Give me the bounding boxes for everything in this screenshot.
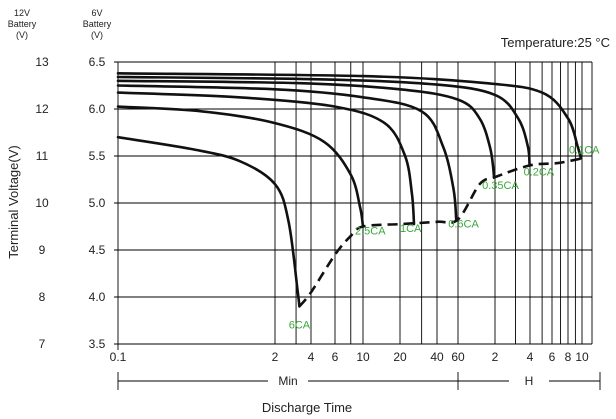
y6-tick-label: 3.5 xyxy=(89,337,106,351)
y-axis-title: Terminal Voltage(V) xyxy=(6,145,21,258)
series-0.1CA-label: 0.1CA xyxy=(569,144,600,156)
right-header-line-1: 6V xyxy=(91,8,102,18)
x-tick-label: 2 xyxy=(272,350,279,364)
series-0.1CA-line xyxy=(116,72,583,160)
x-tick-label: 6 xyxy=(332,350,339,364)
x-tick-label: 2 xyxy=(492,350,499,364)
y6-tick-label: 4.5 xyxy=(89,243,106,257)
x-tick-label: 6 xyxy=(549,350,556,364)
y12-tick-label: 9 xyxy=(39,243,46,257)
left-header-line-3: (V) xyxy=(16,30,28,40)
y12-tick-label: 7 xyxy=(39,337,46,351)
grid xyxy=(114,61,593,350)
series-0.2CA-line xyxy=(116,75,531,167)
series-6CA-label: 6CA xyxy=(289,319,311,331)
left-header-line-2: Battery xyxy=(8,19,37,29)
series-labels: 6CA 2.5CA 1CA 0.6CA 0.35CA 0.2CA 0.1CA xyxy=(289,144,600,331)
x-tick-label: 4 xyxy=(527,350,534,364)
unit-label: Min xyxy=(278,374,297,388)
y12-tick-label: 11 xyxy=(36,149,49,163)
x-tick-label: 4 xyxy=(308,350,315,364)
series-1CA-label: 1CA xyxy=(400,223,422,235)
right-header-line-3: (V) xyxy=(91,30,103,40)
series-2.5CA-label: 2.5CA xyxy=(355,226,386,238)
right-header-line-2: Battery xyxy=(83,19,112,29)
y6-tick-label: 6.5 xyxy=(89,55,106,69)
y6-tick-label: 6.0 xyxy=(89,102,106,116)
axis-headers: 12V Battery (V) 6V Battery (V) Temperatu… xyxy=(8,8,610,50)
left-header-line-1: 12V xyxy=(14,8,30,18)
x-tick-label: 8 xyxy=(565,350,572,364)
y12-tick-label: 12 xyxy=(35,102,49,116)
x-tick-label: 0.1 xyxy=(110,350,127,364)
series-0.6CA-line xyxy=(116,84,458,221)
y6-tick-label: 4.0 xyxy=(89,290,106,304)
series-0.35CA-label: 0.35CA xyxy=(482,180,519,192)
y12-tick-label: 13 xyxy=(35,55,49,69)
x-tick-label: 60 xyxy=(451,350,465,364)
series-2.5CA-line xyxy=(116,105,365,228)
y12-tick-label: 10 xyxy=(35,196,49,210)
series-1CA-line xyxy=(116,91,416,226)
y6-tick-label: 5.0 xyxy=(89,196,106,210)
unit-label: H xyxy=(525,374,534,388)
tick-labels: 13 12 11 10 9 8 7 6.5 6.0 5.5 5.0 4.5 4.0 3.5 0.1 2 4 6 10… xyxy=(35,55,589,364)
series-curves xyxy=(116,72,583,308)
x-tick-label: 40 xyxy=(430,350,444,364)
cutoff-voltage-line xyxy=(298,157,583,308)
series-0.6CA-label: 0.6CA xyxy=(448,218,479,230)
x-tick-label: 10 xyxy=(356,350,370,364)
series-0.35CA-line xyxy=(116,79,496,179)
temperature-condition: Temperature:25 °C xyxy=(501,35,610,50)
y6-tick-label: 5.5 xyxy=(89,149,106,163)
x-tick-label: 10 xyxy=(575,350,589,364)
series-6CA-line xyxy=(116,135,301,308)
y12-tick-label: 8 xyxy=(39,290,46,304)
time-unit-bar: Min H xyxy=(117,372,601,390)
x-tick-label: 20 xyxy=(393,350,407,364)
x-axis-title: Discharge Time xyxy=(262,400,352,415)
series-0.2CA-label: 0.2CA xyxy=(524,166,555,178)
